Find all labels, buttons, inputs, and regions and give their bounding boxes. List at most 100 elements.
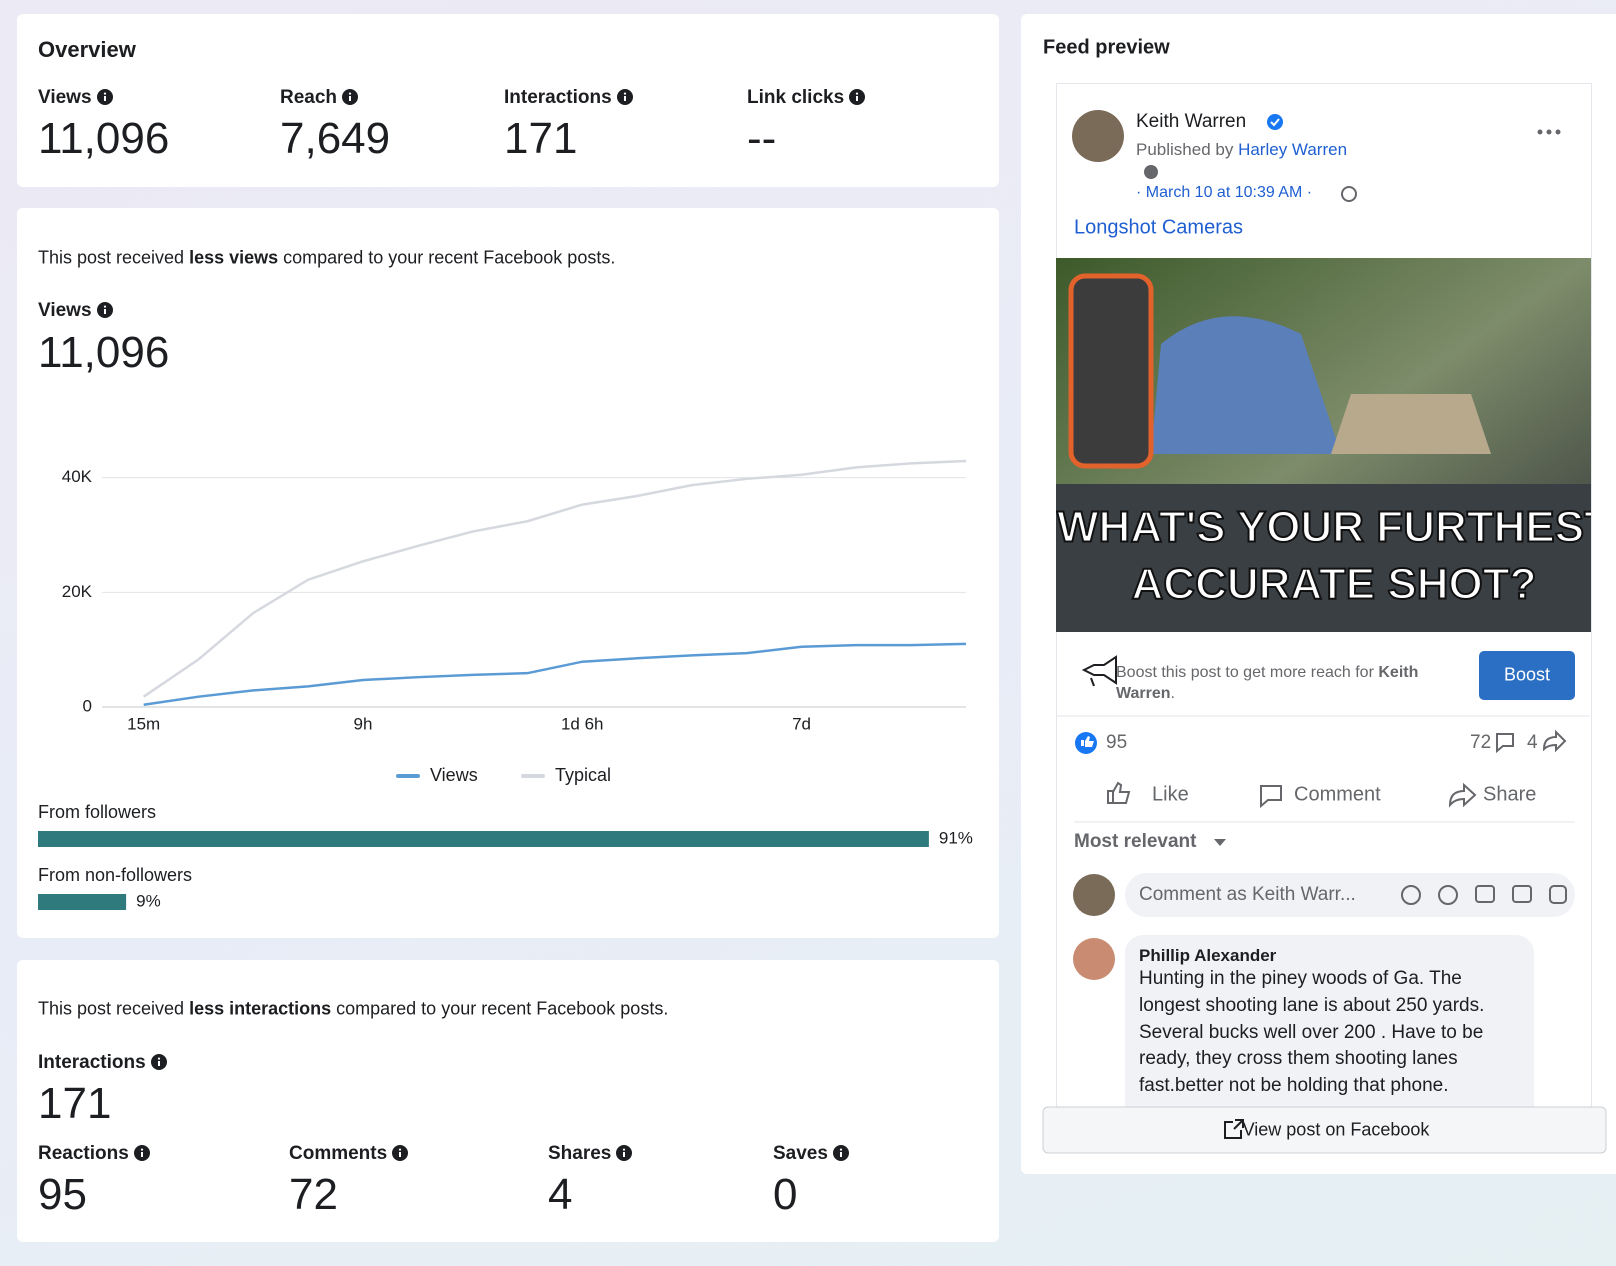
globe-icon <box>1341 186 1357 202</box>
comment-line: longest shooting lane is about 250 yards… <box>1139 994 1485 1016</box>
author[interactable]: Keith Warren <box>1136 111 1247 132</box>
post-image[interactable]: WHAT'S YOUR FURTHEST ACCURATE SHOT? <box>1056 258 1611 632</box>
comment-icon[interactable] <box>1260 785 1282 809</box>
comment-line: ready, they cross them shooting lanes <box>1139 1048 1458 1070</box>
date[interactable]: · March 10 at 10:39 AM · <box>1136 184 1313 201</box>
t: Shares <box>548 1143 612 1164</box>
x-tick-label: 1d 6h <box>561 714 604 733</box>
external-icon <box>1224 1119 1244 1139</box>
info-icon[interactable] <box>617 89 633 105</box>
metric-value: 11,096 <box>38 114 170 163</box>
metric-label: Reach <box>280 87 358 109</box>
avatar[interactable] <box>1072 110 1124 162</box>
info-icon[interactable] <box>833 1145 849 1161</box>
line <box>142 459 967 698</box>
t: Comments <box>289 1143 388 1164</box>
t: Interactions <box>504 87 612 108</box>
y-tick-label: 0 <box>83 696 92 715</box>
share-icon <box>1542 729 1567 753</box>
info-icon[interactable] <box>151 1054 167 1070</box>
t: Views <box>38 87 92 108</box>
chart: 0 20K 40K 15m 9h 1d 6h 7d Views Typical From foll… <box>38 459 973 910</box>
metric-value: 0 <box>773 1170 798 1219</box>
comment-count[interactable]: 72 <box>1470 732 1492 753</box>
bar-label: From non-followers <box>38 865 192 885</box>
boost-text: Warren. <box>1116 685 1175 703</box>
interactions-card: This post received less interactions com… <box>17 960 999 1242</box>
metric-label: Interactions <box>504 87 633 109</box>
metric-value: -- <box>747 114 777 163</box>
info-icon[interactable] <box>616 1145 632 1161</box>
metric-label: Link clicks <box>747 87 865 109</box>
commenter-avatar <box>1073 938 1115 980</box>
published: Published by Harley Warren <box>1136 140 1347 160</box>
placeholder[interactable]: Comment as Keith Warr... <box>1139 884 1356 905</box>
t: Published by <box>1136 140 1234 159</box>
x-tick-label: 15m <box>127 714 160 733</box>
comment-icon <box>1496 733 1514 754</box>
views-card: This post received less views compared t… <box>17 208 999 938</box>
comment-author[interactable]: Phillip Alexander <box>1139 946 1277 965</box>
legend-label: Typical <box>555 765 611 785</box>
t: Saves <box>773 1143 828 1164</box>
t: compared to your recent Facebook posts. <box>331 998 669 1019</box>
value: 11,096 <box>38 328 170 377</box>
boost-text: Boost this post to get more reach for Ke… <box>1116 664 1418 682</box>
post-graphics: WHAT'S YOUR FURTHEST ACCURATE SHOT? <box>1042 110 1611 1154</box>
metric-label: Saves <box>773 1143 849 1165</box>
boost-button[interactable] <box>1479 651 1575 700</box>
t: Reactions <box>38 1143 129 1164</box>
metric-label: Shares <box>548 1143 632 1165</box>
boost-label[interactable]: Boost <box>1503 664 1551 685</box>
comment-input[interactable] <box>1125 873 1575 917</box>
view-post-label[interactable]: View post on Facebook <box>1242 1119 1430 1140</box>
share-icon[interactable] <box>1448 782 1477 808</box>
y-tick-label: 20K <box>62 582 93 601</box>
comment-bubble <box>1125 935 1534 1125</box>
info-icon[interactable] <box>342 89 358 105</box>
t: Warren <box>1116 685 1171 702</box>
t: . <box>1170 685 1175 702</box>
metric-value: 72 <box>289 1170 338 1219</box>
metric-label: Views <box>38 87 113 109</box>
bar-value-label: 91% <box>939 828 973 847</box>
bar-value-label: 9% <box>136 891 161 910</box>
info-icon[interactable] <box>134 1145 150 1161</box>
t: Boost this post to get more reach for <box>1116 664 1379 681</box>
input-icons[interactable] <box>1401 885 1567 905</box>
feed-card: Feed preview WHAT'S YOUR FURTHEST ACCURA… <box>1021 14 1616 1174</box>
image-text: ACCURATE SHOT? <box>1132 560 1537 609</box>
bar-label: From followers <box>38 802 156 822</box>
title: Feed preview <box>1043 36 1170 59</box>
caret[interactable] <box>1214 839 1226 846</box>
share-count[interactable]: 4 <box>1527 732 1538 753</box>
like-icon[interactable] <box>1107 781 1131 804</box>
megaphone-icon <box>1081 655 1117 687</box>
comment-button[interactable]: Comment <box>1294 783 1381 806</box>
t: Keith <box>1378 664 1419 681</box>
metric-label: Comments <box>289 1143 408 1165</box>
overview-card: Overview Views 11,096 Reach 7,649 Interactio… <box>17 14 999 187</box>
info-icon[interactable] <box>849 89 865 105</box>
publisher[interactable]: Harley Warren <box>1238 140 1348 159</box>
t: less interactions <box>189 998 332 1019</box>
link[interactable]: Longshot Cameras <box>1074 216 1243 239</box>
more-menu[interactable] <box>1537 129 1561 135</box>
info-icon[interactable] <box>97 89 113 105</box>
metric-value: 171 <box>504 114 578 163</box>
legend-label: Views <box>430 765 478 785</box>
t: This post received <box>38 247 190 268</box>
reaction-count[interactable]: 95 <box>1106 732 1128 753</box>
like-button[interactable]: Like <box>1152 783 1189 806</box>
info-icon[interactable] <box>392 1145 408 1161</box>
share-button[interactable]: Share <box>1483 783 1537 806</box>
t: less views <box>189 247 279 268</box>
sort[interactable]: Most relevant <box>1074 831 1197 852</box>
x-tick-label: 7d <box>792 714 811 733</box>
verified-badge <box>1267 114 1283 130</box>
t: compared to your recent Facebook posts. <box>278 247 616 268</box>
metric-value: 95 <box>38 1170 87 1219</box>
help-icon[interactable] <box>1144 165 1158 179</box>
view-post-button[interactable] <box>1042 1106 1607 1154</box>
message: This post received less interactions com… <box>38 999 668 1020</box>
